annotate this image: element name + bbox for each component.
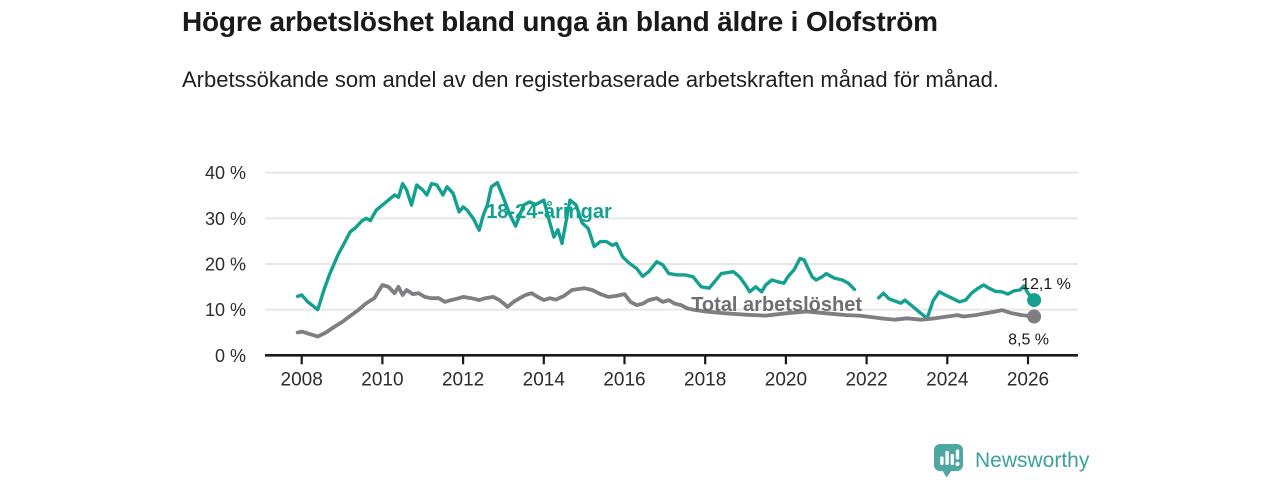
y-axis-labels: 0 % 10 % 20 % 30 % 40 % [205,163,246,366]
brand-name: Newsworthy [975,448,1090,472]
x-axis-labels: 2008 2010 2012 2014 2016 2018 2020 2022 2024 2026 [281,369,1050,390]
series-label-total: Total arbetslöshet [691,294,862,316]
page-subtitle: Arbetssökande som andel av den registerb… [182,67,999,92]
series-line-youth [296,181,1036,320]
y-tick-label: 0 % [215,346,246,366]
end-value-label-total: 8,5 % [1008,332,1049,349]
series-line-total [295,283,1036,339]
x-tick-label: 2008 [281,369,323,390]
newsworthy-logo-icon [934,444,963,478]
x-axis [265,353,1078,365]
x-tick-label: 2016 [603,369,645,390]
x-tick-label: 2018 [684,369,726,390]
x-tick-label: 2012 [442,369,484,390]
x-tick-label: 2010 [361,369,403,390]
end-dot-total [1027,309,1042,324]
y-tick-label: 30 % [205,209,246,229]
series-label-youth: 18-24-åringar [486,200,612,223]
brand-footer: Newsworthy [933,443,1089,478]
y-tick-label: 40 % [205,163,246,183]
x-tick-label: 2020 [765,369,807,390]
gridlines [265,171,1078,311]
y-tick-label: 20 % [205,254,246,274]
x-tick-label: 2014 [523,369,566,390]
x-tick-label: 2022 [845,369,887,390]
x-tick-label: 2024 [926,369,969,390]
end-dot-youth [1027,293,1042,308]
series-lines [295,181,1042,339]
end-value-label-youth: 12,1 % [1021,276,1071,293]
y-tick-label: 10 % [205,300,246,320]
x-tick-label: 2026 [1007,369,1049,390]
page-title: Högre arbetslöshet bland unga än bland ä… [182,6,938,37]
